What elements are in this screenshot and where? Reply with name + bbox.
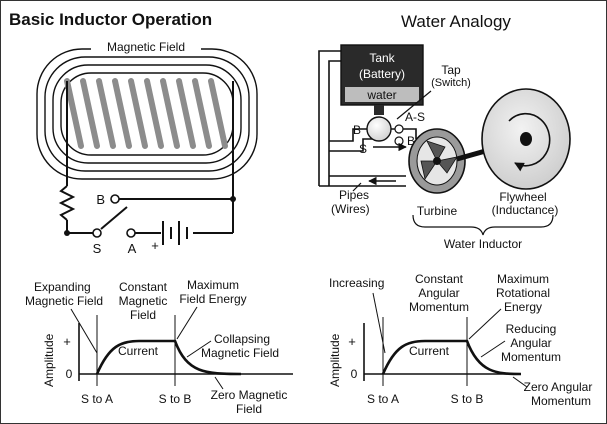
right-maximum-pointer xyxy=(468,308,502,340)
water-inductor-label: Water Inductor xyxy=(444,237,522,251)
left-current-curve xyxy=(95,339,242,376)
pipe-b-label: B xyxy=(353,123,361,137)
left-x-tick-1: S to A xyxy=(81,392,113,406)
left-expanding-pointer xyxy=(70,308,98,354)
right-reducing-3: Momentum xyxy=(501,350,561,364)
right-constant-3: Momentum xyxy=(409,300,469,314)
right-plus: + xyxy=(348,334,356,349)
right-reducing-pointer xyxy=(480,340,506,358)
water-label: water xyxy=(366,88,396,102)
switch-terminal-b xyxy=(110,194,120,204)
left-maximum-pointer xyxy=(176,306,198,340)
junction-dot xyxy=(230,196,236,202)
pipe-s-label: S xyxy=(359,142,367,156)
tap-port-a xyxy=(394,124,404,134)
right-y-label: Amplitude xyxy=(328,333,342,387)
turbine xyxy=(408,128,466,194)
right-zero-2: Momentum xyxy=(531,394,591,408)
tap-valve-ball xyxy=(366,116,392,142)
right-constant-1: Constant xyxy=(415,272,464,286)
field-label-bg xyxy=(91,40,201,55)
left-maximum-1: Maximum xyxy=(187,278,239,292)
right-reducing-1: Reducing xyxy=(506,322,557,336)
right-increasing-pointer xyxy=(372,292,386,354)
left-collapsing-2: Magnetic Field xyxy=(201,346,279,360)
left-current-label: Current xyxy=(118,344,159,358)
water-inductor-brace xyxy=(412,214,554,236)
left-y-label: Amplitude xyxy=(42,333,56,387)
tap-switch-label: (Switch) xyxy=(431,77,471,89)
a-s-label: A-S xyxy=(405,110,425,124)
switch-a-label: A xyxy=(128,241,137,256)
battery-plus: + xyxy=(151,238,159,253)
right-increasing: Increasing xyxy=(329,276,384,290)
switch-s-label: S xyxy=(93,241,102,256)
right-zero-tick: 0 xyxy=(351,367,358,381)
right-zero-1: Zero Angular xyxy=(524,380,593,394)
right-maximum-2: Rotational xyxy=(496,286,550,300)
right-constant-2: Angular xyxy=(418,286,459,300)
right-reducing-2: Angular xyxy=(510,336,551,350)
magnetic-field-label: Magnetic Field xyxy=(107,40,185,54)
coil-leads xyxy=(66,81,234,166)
left-expanding-1: Expanding xyxy=(34,280,91,294)
inductor-coil xyxy=(64,78,228,149)
right-graph: Increasing Constant Angular Momentum Max… xyxy=(328,272,592,408)
pipes-wires-label: (Wires) xyxy=(331,202,370,216)
left-plus: + xyxy=(63,334,71,349)
left-zero-tick: 0 xyxy=(66,367,73,381)
left-constant-3: Field xyxy=(130,308,156,322)
left-zero-pointer xyxy=(214,376,224,390)
right-title: Water Analogy xyxy=(401,12,511,31)
right-x-tick-2: S to B xyxy=(451,392,484,406)
rotation-arrow xyxy=(508,112,551,172)
tap-label: Tap xyxy=(441,63,461,77)
left-zero-2: Field xyxy=(236,402,262,416)
left-constant-1: Constant xyxy=(119,280,168,294)
flywheel-label: Flywheel xyxy=(499,190,546,204)
left-zero-1: Zero Magnetic xyxy=(211,388,288,402)
right-current-label: Current xyxy=(409,344,450,358)
left-maximum-2: Field Energy xyxy=(179,292,246,306)
turbine-label: Turbine xyxy=(417,204,458,218)
right-maximum-1: Maximum xyxy=(497,272,549,286)
pipes-label: Pipes xyxy=(339,188,369,202)
water-tank xyxy=(340,44,424,115)
left-graph: Expanding Magnetic Field Constant Magnet… xyxy=(25,278,293,416)
left-collapsing-pointer xyxy=(186,340,212,358)
left-collapsing-1: Collapsing xyxy=(214,332,270,346)
battery-symbol xyxy=(162,221,188,245)
switch-b-label: B xyxy=(96,192,105,207)
switch-terminal-a xyxy=(126,228,136,238)
left-title: Basic Inductor Operation xyxy=(9,10,212,29)
right-maximum-3: Energy xyxy=(504,300,542,314)
tank-battery-label: (Battery) xyxy=(359,67,405,81)
inductor-circuit xyxy=(58,166,234,234)
right-current-curve xyxy=(381,339,522,376)
flywheel-hub xyxy=(520,132,532,146)
tap-port-b xyxy=(394,136,404,146)
switch-terminal-s xyxy=(92,228,102,238)
right-zero-pointer xyxy=(512,376,528,388)
right-x-tick-1: S to A xyxy=(367,392,399,406)
tank-label: Tank xyxy=(369,51,395,65)
tap-pointer xyxy=(396,90,432,120)
pipes-pointer xyxy=(352,182,362,192)
junction-dot xyxy=(64,230,70,236)
left-x-tick-2: S to B xyxy=(159,392,192,406)
left-expanding-2: Magnetic Field xyxy=(25,294,103,308)
flywheel-inductance-label: (Inductance) xyxy=(492,203,559,217)
left-constant-2: Magnetic xyxy=(119,294,168,308)
